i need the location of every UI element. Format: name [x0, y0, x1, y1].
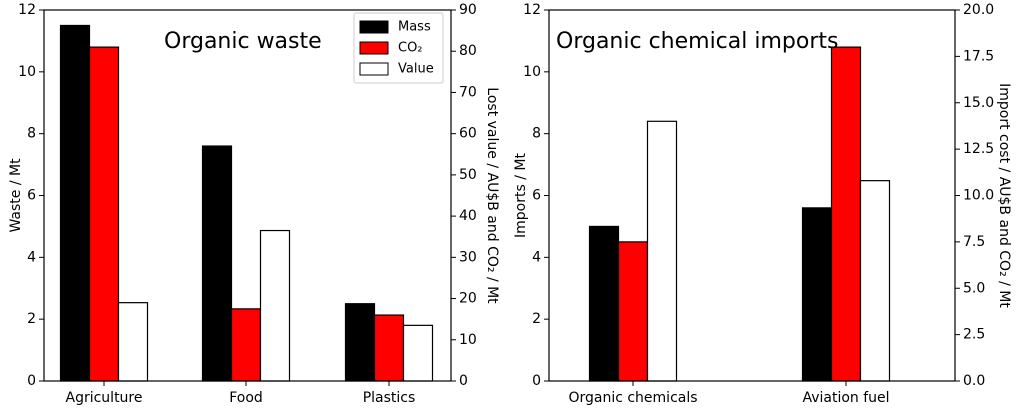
y-axis-label: Waste / Mt [8, 158, 24, 233]
bar-co-agriculture [88, 46, 120, 382]
y2-tick-label: 90 [459, 2, 477, 18]
y2-tick-label: 7.5 [963, 234, 985, 250]
legend-swatch-value [359, 62, 389, 76]
legend-swatch-co [359, 41, 389, 55]
y-tick-label: 10 [523, 64, 541, 80]
bar-series-3-aviation-fuel [859, 180, 891, 382]
bar-value-food [259, 229, 291, 382]
y2-tick-label: 2.5 [963, 327, 985, 343]
bars-group [588, 46, 891, 382]
y2-axis-label: Lost value / AU$B and CO₂ / Mt [484, 87, 500, 304]
y-tick-label: 12 [523, 2, 541, 18]
x-tick-label-organic-chemicals: Organic chemicals [568, 390, 697, 406]
bars-group [59, 24, 434, 382]
y2-axis-ticks: 0 10 20 30 40 50 60 70 80 90 [451, 2, 477, 389]
y-tick-label: 4 [27, 249, 36, 265]
bar-value-plastics [402, 324, 434, 382]
chart-organic-waste: 0 2 4 6 8 10 12 0 10 20 30 40 50 60 70 80 90 Agricultur… [8, 2, 500, 406]
y-tick-label: 4 [532, 249, 541, 265]
x-axis-ticks: Agriculture Food Plastics [66, 381, 416, 406]
y-tick-label: 6 [532, 188, 541, 204]
chart-organic-chemical-imports: 0 2 4 6 8 10 12 0.0 2.5 5.0 7.5 10.0 12.5 15.0 17.5 20… [513, 2, 1012, 406]
y-tick-label: 10 [18, 64, 36, 80]
y2-tick-label: 80 [459, 43, 477, 59]
y-tick-label: 12 [18, 2, 36, 18]
x-tick-label-aviation-fuel: Aviation fuel [802, 390, 889, 406]
y-tick-label: 6 [27, 188, 36, 204]
bar-co-food [230, 308, 262, 382]
bar-series-3-organic-chemicals [646, 120, 678, 382]
y2-tick-label: 5.0 [963, 280, 985, 296]
plot-frame [43, 9, 452, 382]
x-tick-label-food: Food [229, 390, 263, 406]
plot-frame [548, 9, 956, 382]
y-axis-label: Imports / Mt [513, 153, 529, 238]
y-tick-label: 8 [532, 126, 541, 142]
y2-tick-label: 60 [459, 126, 477, 142]
legend-label-co: CO₂ [398, 41, 423, 56]
y2-tick-label: 10 [459, 332, 477, 348]
y2-tick-label: 0.0 [963, 373, 985, 389]
y-tick-label: 0 [532, 373, 541, 389]
bar-value-agriculture [117, 302, 149, 382]
y2-tick-label: 0 [459, 373, 468, 389]
y2-tick-label: 50 [459, 167, 477, 183]
bar-co-plastics [373, 314, 405, 382]
y2-tick-label: 70 [459, 84, 477, 100]
y-tick-label: 8 [27, 126, 36, 142]
y2-tick-label: 40 [459, 208, 477, 224]
y-axis-ticks: 0 2 4 6 8 10 12 [523, 2, 549, 389]
y2-tick-label: 20 [459, 291, 477, 307]
y-tick-label: 2 [532, 311, 541, 327]
y2-tick-label: 10.0 [963, 188, 994, 204]
y2-axis-ticks: 0.0 2.5 5.0 7.5 10.0 12.5 15.0 17.5 20.0 [955, 2, 994, 389]
bar-series-2-organic-chemicals [617, 241, 649, 382]
y2-tick-label: 12.5 [963, 141, 994, 157]
x-tick-label-plastics: Plastics [363, 390, 416, 406]
chart-title: Organic waste [164, 29, 322, 54]
bar-mass-plastics [344, 303, 376, 382]
chart-title: Organic chemical imports [556, 29, 838, 54]
y2-tick-label: 15.0 [963, 95, 994, 111]
legend-label-value: Value [398, 62, 434, 77]
legend-swatch-mass [359, 20, 389, 34]
legend: Mass CO₂ Value [353, 12, 444, 84]
x-tick-label-agriculture: Agriculture [66, 390, 143, 406]
y2-tick-label: 20.0 [963, 2, 994, 18]
y2-axis-label: Import cost / AU$B and CO₂ / Mt [996, 83, 1012, 308]
bar-series-1-aviation-fuel [801, 207, 833, 382]
y2-tick-label: 17.5 [963, 48, 994, 64]
y2-tick-label: 30 [459, 249, 477, 265]
bar-mass-food [201, 145, 233, 382]
bar-series-1-organic-chemicals [588, 225, 620, 382]
x-axis-ticks: Organic chemicals Aviation fuel [568, 381, 890, 406]
y-tick-label: 0 [27, 373, 36, 389]
legend-label-mass: Mass [398, 20, 431, 35]
bar-mass-agriculture [59, 24, 91, 382]
bar-series-2-aviation-fuel [830, 46, 862, 382]
y-axis-ticks: 0 2 4 6 8 10 12 [18, 2, 44, 389]
y-tick-label: 2 [27, 311, 36, 327]
